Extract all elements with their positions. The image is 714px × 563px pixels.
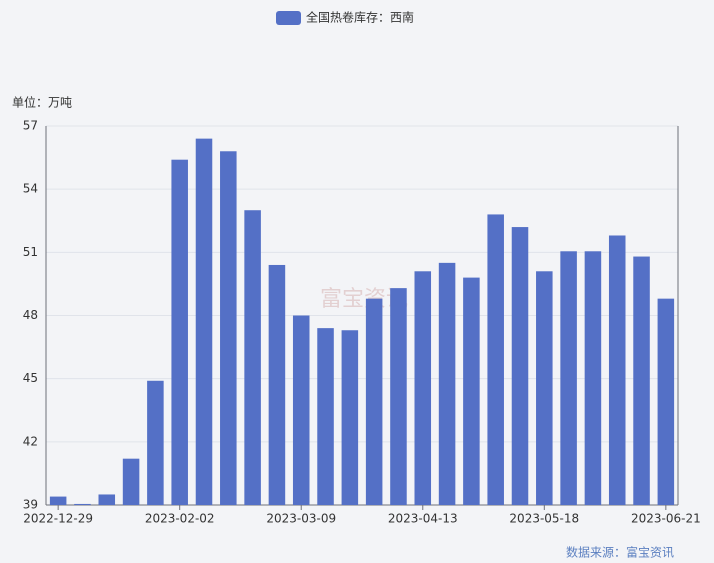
- y-tick-label: 51: [23, 245, 38, 259]
- bar: [438, 262, 456, 505]
- bar: [584, 251, 602, 505]
- source: 数据来源：富宝资讯: [566, 545, 674, 560]
- bar: [560, 251, 577, 505]
- bar: [390, 288, 407, 505]
- bar: [98, 494, 116, 505]
- y-tick-label: 57: [23, 119, 38, 133]
- bar: [414, 271, 432, 505]
- x-tick-label: 2022-12-29: [23, 512, 93, 526]
- bar: [657, 298, 675, 505]
- x-tick-label: 2023-05-18: [509, 512, 579, 526]
- y-tick-label: 39: [23, 498, 38, 512]
- y-tick-label: 45: [23, 371, 38, 385]
- bar: [487, 214, 504, 505]
- x-tick-label: 2023-04-13: [388, 512, 458, 526]
- bar: [633, 256, 650, 505]
- x-tick-label: 2023-03-09: [266, 512, 336, 526]
- bar: [463, 277, 480, 505]
- bar: [511, 227, 529, 506]
- legend-label[interactable]: 全国热卷库存：西南: [306, 10, 414, 25]
- y-tick-label: 42: [23, 434, 38, 448]
- y-tick-label: 48: [23, 308, 38, 322]
- bar: [171, 159, 188, 505]
- bar: [268, 264, 286, 505]
- bar: [608, 235, 626, 505]
- x-tick-label: 2023-06-21: [631, 512, 701, 526]
- bar: [536, 271, 553, 505]
- bar: [292, 315, 310, 505]
- bar: [122, 458, 140, 505]
- bar: [244, 210, 261, 505]
- unit-label: 单位：万吨: [12, 95, 72, 110]
- bar: [147, 380, 164, 505]
- bar: [220, 151, 237, 505]
- bar: [195, 138, 213, 505]
- x-tick-label: 2023-02-02: [145, 512, 215, 526]
- bar: [74, 503, 91, 505]
- bar: [341, 330, 359, 505]
- y-tick-label: 54: [23, 182, 38, 196]
- bar: [49, 496, 67, 505]
- bar: [365, 298, 383, 505]
- bar: [317, 328, 334, 505]
- legend-swatch[interactable]: [276, 11, 301, 25]
